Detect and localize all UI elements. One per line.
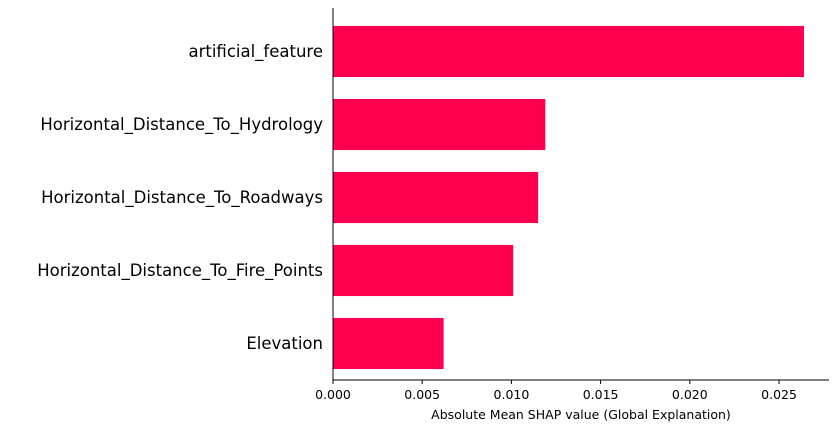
x-tick-label: 0.025 [761,387,797,402]
bar-horizontal-distance-to-fire-points [333,244,514,297]
category-label: Elevation [246,334,323,353]
bar-horizontal-distance-to-hydrology [333,98,546,151]
bars-group [333,25,805,370]
bar-artificial-feature [333,25,805,78]
x-tick-label: 0.010 [494,387,530,402]
x-axis-title: Absolute Mean SHAP value (Global Explana… [431,407,731,422]
x-tick-label: 0.015 [583,387,619,402]
x-tick-label: 0.020 [672,387,708,402]
bar-elevation [333,317,444,370]
x-tick-label: 0.005 [404,387,440,402]
category-labels-group: artificial_feature Horizontal_Distance_To… [37,42,323,353]
bar-horizontal-distance-to-roadways [333,171,539,224]
x-ticks-group: 0.000 0.005 0.010 0.015 0.020 0.025 [315,380,797,402]
category-label: Horizontal_Distance_To_Fire_Points [37,261,323,281]
category-label: artificial_feature [188,42,323,62]
x-tick-label: 0.000 [315,387,351,402]
category-label: Horizontal_Distance_To_Hydrology [40,115,323,135]
category-label: Horizontal_Distance_To_Roadways [41,188,323,208]
